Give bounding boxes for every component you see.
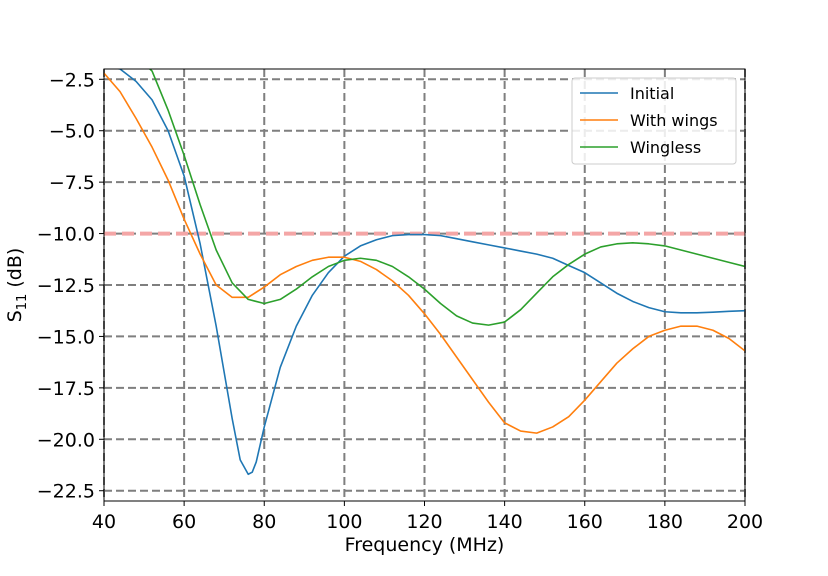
y-tick-label: −10.0 [37, 224, 95, 246]
legend-label: Initial [630, 84, 674, 103]
x-tick-label: 160 [567, 511, 603, 533]
series-line-initial [113, 69, 745, 476]
y-axis-label-unit: (dB) [4, 248, 26, 294]
x-tick-label: 80 [252, 511, 276, 533]
x-tick-label: 200 [727, 511, 763, 533]
x-tick-label: 140 [486, 511, 522, 533]
y-tick-label: −20.0 [37, 429, 95, 451]
y-tick-label: −22.5 [37, 481, 95, 503]
series-line-wingless [148, 69, 745, 326]
x-tick-label: 60 [172, 511, 196, 533]
y-tick-label: −7.5 [49, 172, 95, 194]
legend: Initial With wings Wingless [571, 77, 737, 165]
y-axis-ticks: −2.5 −5.0 −7.5 −10.0 −12.5 −15.0 −17.5 −20.0 −22… [37, 69, 104, 503]
x-tick-label: 180 [647, 511, 683, 533]
legend-label: Wingless [630, 138, 701, 157]
x-tick-label: 40 [92, 511, 116, 533]
legend-frame [571, 77, 737, 165]
y-axis-label-main: S [4, 310, 26, 322]
y-tick-label: −12.5 [37, 275, 95, 297]
y-tick-label: −5.0 [49, 121, 95, 143]
legend-label: With wings [630, 111, 718, 130]
x-axis-ticks: 40 60 80 100 120 140 160 180 200 [92, 501, 763, 533]
y-axis-label-subscript: 11 [15, 294, 30, 311]
y-tick-label: −17.5 [37, 378, 95, 400]
x-axis-label: Frequency (MHz) [345, 534, 505, 556]
x-tick-label: 120 [406, 511, 442, 533]
x-tick-label: 100 [326, 511, 362, 533]
y-tick-label: −15.0 [37, 326, 95, 348]
y-tick-label: −2.5 [49, 69, 95, 91]
series-line-with-wings [104, 72, 745, 434]
y-axis-label: S11 (dB) [4, 248, 30, 323]
series-group [104, 69, 745, 476]
